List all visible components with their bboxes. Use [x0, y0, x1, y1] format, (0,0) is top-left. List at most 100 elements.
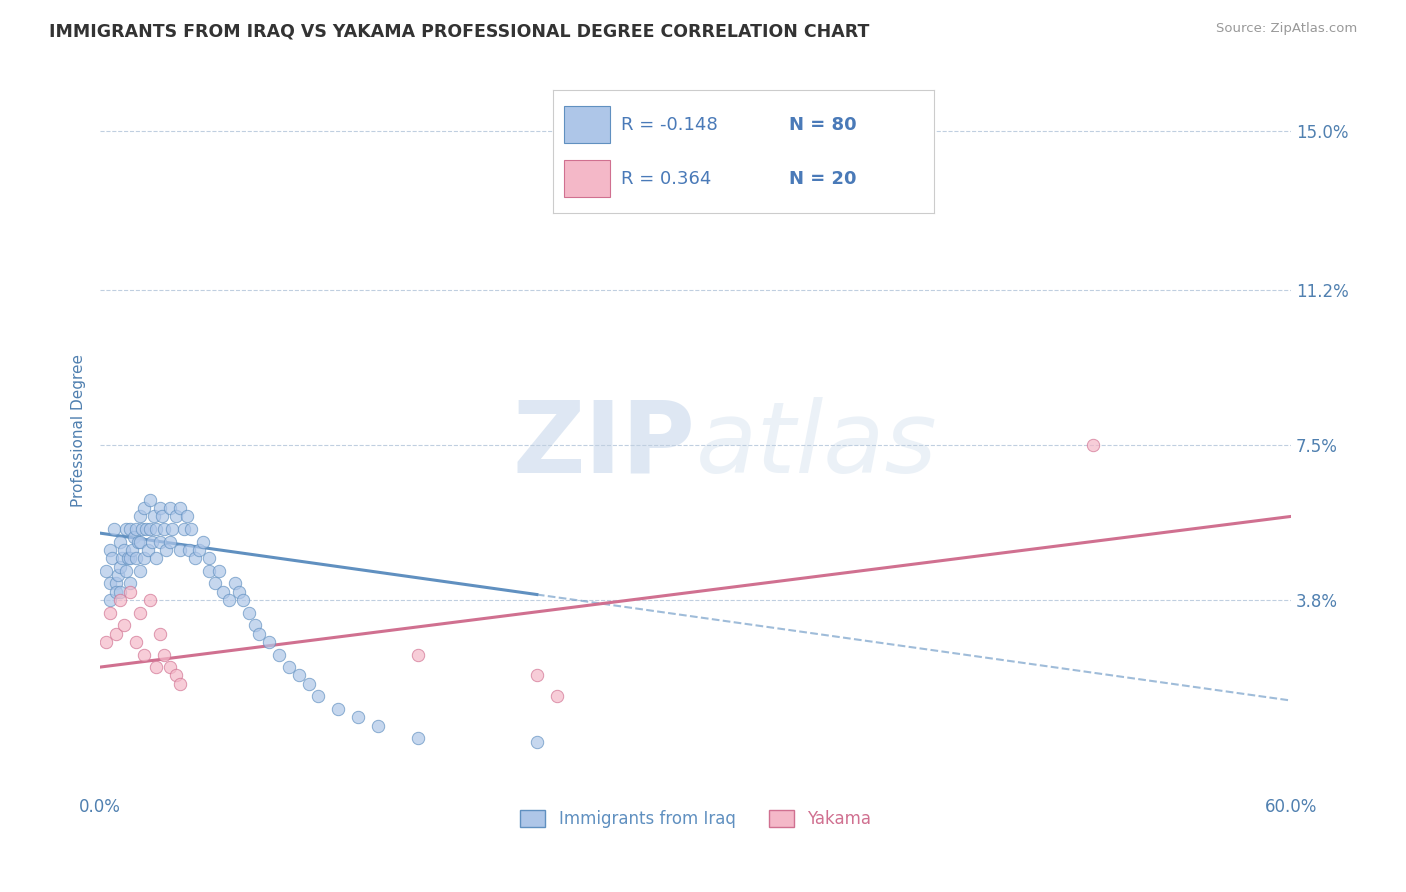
Point: [1081, 438, 1104, 452]
Point: [121, 542, 143, 557]
Point: [169, 677, 191, 691]
Point: [297, 677, 319, 691]
Point: [141, 534, 163, 549]
Point: [165, 509, 187, 524]
Text: ZIP: ZIP: [513, 397, 696, 493]
Point: [176, 509, 198, 524]
Point: [101, 551, 124, 566]
Point: [98, 593, 121, 607]
Point: [94, 635, 117, 649]
Point: [94, 564, 117, 578]
Point: [328, 702, 350, 716]
Point: [228, 584, 250, 599]
Point: [118, 522, 141, 536]
Point: [125, 522, 148, 536]
Point: [308, 690, 330, 704]
Point: [142, 509, 165, 524]
Y-axis label: Professional Degree: Professional Degree: [72, 354, 86, 507]
Point: [406, 648, 429, 662]
Point: [198, 564, 221, 578]
Point: [127, 534, 149, 549]
Point: [108, 559, 131, 574]
Point: [238, 606, 260, 620]
Point: [108, 593, 131, 607]
Point: [152, 522, 174, 536]
Point: [267, 648, 290, 662]
Point: [546, 690, 568, 704]
Point: [131, 522, 153, 536]
Point: [125, 551, 148, 566]
Point: [112, 618, 135, 632]
Point: [115, 564, 138, 578]
Point: [111, 551, 134, 566]
Legend: Immigrants from Iraq, Yakama: Immigrants from Iraq, Yakama: [513, 804, 877, 835]
Text: IMMIGRANTS FROM IRAQ VS YAKAMA PROFESSIONAL DEGREE CORRELATION CHART: IMMIGRANTS FROM IRAQ VS YAKAMA PROFESSIO…: [49, 22, 869, 40]
Point: [150, 509, 173, 524]
Point: [105, 626, 128, 640]
Point: [118, 584, 141, 599]
Point: [232, 593, 254, 607]
Point: [247, 626, 270, 640]
Point: [125, 635, 148, 649]
Point: [128, 564, 150, 578]
Point: [132, 648, 155, 662]
Point: [145, 660, 167, 674]
Point: [103, 522, 125, 536]
Point: [108, 584, 131, 599]
Point: [107, 568, 129, 582]
Point: [132, 501, 155, 516]
Point: [169, 542, 191, 557]
Point: [180, 522, 202, 536]
Point: [115, 522, 138, 536]
Point: [98, 542, 121, 557]
Point: [159, 534, 181, 549]
Point: [136, 542, 159, 557]
Point: [155, 542, 177, 557]
Point: [145, 522, 167, 536]
Point: [526, 668, 548, 682]
Point: [184, 551, 207, 566]
Point: [98, 606, 121, 620]
Point: [118, 551, 141, 566]
Point: [159, 660, 181, 674]
Point: [193, 534, 215, 549]
Point: [118, 576, 141, 591]
Point: [149, 626, 172, 640]
Point: [169, 501, 191, 516]
Point: [173, 522, 195, 536]
Point: [128, 534, 150, 549]
Point: [128, 606, 150, 620]
Point: [165, 668, 187, 682]
Point: [257, 635, 280, 649]
Point: [179, 542, 201, 557]
Point: [152, 648, 174, 662]
Text: Source: ZipAtlas.com: Source: ZipAtlas.com: [1216, 22, 1357, 36]
Point: [98, 576, 121, 591]
Point: [159, 501, 181, 516]
Point: [139, 492, 162, 507]
Point: [277, 660, 299, 674]
Point: [139, 522, 162, 536]
Point: [128, 509, 150, 524]
Point: [218, 593, 240, 607]
Point: [105, 576, 128, 591]
Point: [188, 542, 211, 557]
Point: [212, 584, 235, 599]
Point: [204, 576, 226, 591]
Point: [198, 551, 221, 566]
Point: [135, 522, 157, 536]
Point: [149, 534, 172, 549]
Point: [117, 551, 139, 566]
Point: [122, 530, 145, 544]
Point: [243, 618, 266, 632]
Point: [105, 584, 128, 599]
Point: [108, 534, 131, 549]
Text: atlas: atlas: [696, 397, 938, 493]
Point: [287, 668, 309, 682]
Point: [526, 735, 548, 749]
Point: [139, 593, 162, 607]
Point: [224, 576, 246, 591]
Point: [367, 719, 389, 733]
Point: [132, 551, 155, 566]
Point: [160, 522, 183, 536]
